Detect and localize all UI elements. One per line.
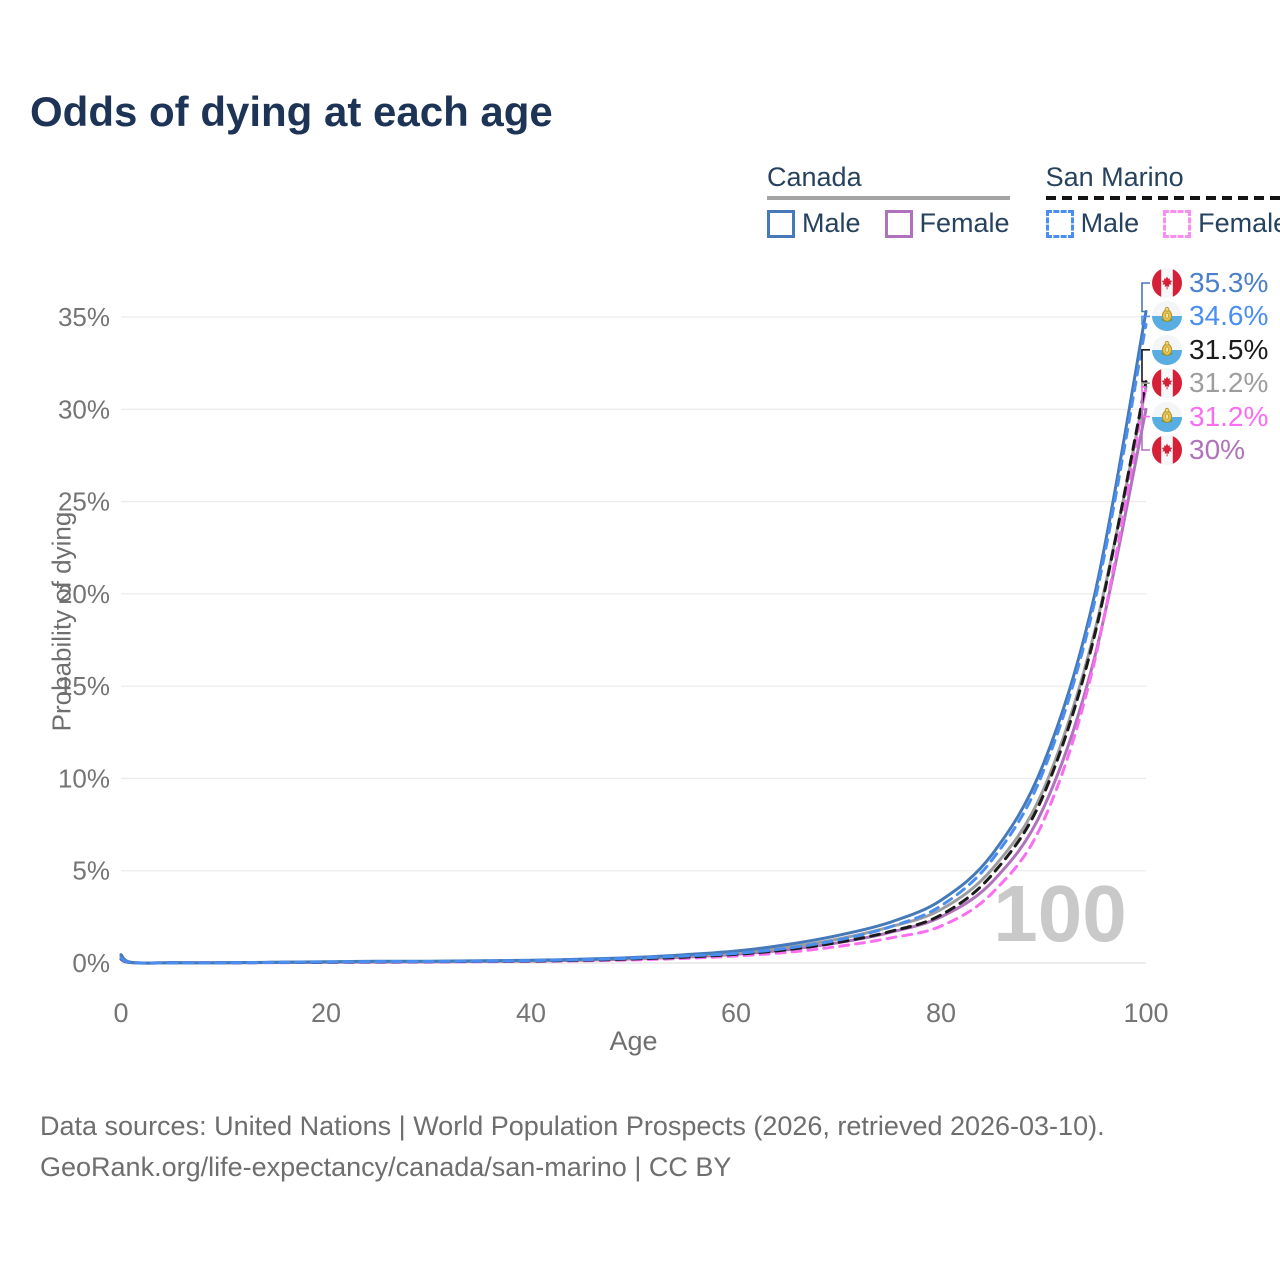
end-label-value: 34.6% xyxy=(1189,300,1269,332)
line-san-marino-female[interactable] xyxy=(119,385,1148,965)
y-tick-label: 10% xyxy=(58,763,110,793)
san-marino-male-swatch-icon xyxy=(1045,209,1074,238)
end-label-san-marino-male: 34.6% xyxy=(1152,300,1268,332)
y-tick-label: 25% xyxy=(58,487,110,517)
series-lines xyxy=(119,310,1148,965)
line-canada-total[interactable] xyxy=(119,385,1148,965)
x-tick-label: 0 xyxy=(113,998,128,1028)
legend-item-canada-female[interactable]: Female xyxy=(884,208,1010,239)
end-label-san-marino-total: 31.5% xyxy=(1152,334,1268,366)
legend: Canada Male Female San Marino Male xyxy=(767,163,1280,239)
legend-group-san-marino: San Marino Male Female xyxy=(1045,162,1280,239)
x-tick-label: 20 xyxy=(311,998,341,1028)
end-label-value: 30% xyxy=(1189,434,1246,465)
x-tick-label: 40 xyxy=(516,998,546,1028)
y-tick-label: 30% xyxy=(58,394,110,424)
end-label-value: 31.2% xyxy=(1189,367,1269,399)
legend-group-canada: Canada Male Female xyxy=(767,163,1010,239)
line-san-marino-total[interactable] xyxy=(119,380,1148,965)
leader-canada-female xyxy=(1141,408,1150,451)
canada-flag-icon xyxy=(1152,435,1182,465)
legend-item-label: Female xyxy=(1198,208,1280,238)
footer-sources: Data sources: United Nations | World Pop… xyxy=(40,1111,1105,1141)
y-axis-title: Probability of dying xyxy=(46,511,77,732)
canada-flag-icon xyxy=(1152,268,1182,298)
x-tick-label: 80 xyxy=(926,998,956,1028)
leader-canada-male xyxy=(1141,282,1150,313)
legend-heading-canada-label: Canada xyxy=(767,162,862,192)
legend-item-label: Male xyxy=(802,208,861,238)
legend-heading-san-marino: San Marino xyxy=(1045,162,1280,200)
legend-item-label: Female xyxy=(919,208,1010,238)
end-label-value: 31.2% xyxy=(1189,400,1269,432)
line-san-marino-male[interactable] xyxy=(119,322,1148,965)
y-tick-label: 20% xyxy=(58,579,110,609)
legend-heading-san-marino-label: San Marino xyxy=(1045,162,1184,192)
san-marino-flag-icon xyxy=(1152,401,1182,432)
end-label-canada-female: 30% xyxy=(1152,434,1245,466)
x-tick-label: 100 xyxy=(1123,998,1168,1028)
leader-lines xyxy=(1141,282,1150,451)
leader-san-marino-total xyxy=(1141,349,1150,383)
canada-underline xyxy=(767,196,1010,200)
axis-ticks: 0% 5% 10% 15% 20% 25% 30% 35% 0 20 40 60 80 100 xyxy=(58,302,1169,1028)
end-label-san-marino-female: 31.2% xyxy=(1152,401,1268,433)
san-marino-flag-icon xyxy=(1152,301,1182,332)
legend-item-san-marino-male[interactable]: Male xyxy=(1045,208,1140,239)
san-marino-underline xyxy=(1045,196,1280,200)
y-tick-label: 0% xyxy=(72,948,110,978)
canada-flag-icon xyxy=(1152,368,1182,399)
end-label-value: 31.5% xyxy=(1189,333,1269,365)
legend-heading-canada: Canada xyxy=(767,163,1010,200)
end-label-value: 35.3% xyxy=(1189,267,1269,298)
canada-female-swatch-icon xyxy=(884,209,913,238)
leader-san-marino-female xyxy=(1141,386,1150,418)
y-tick-label: 35% xyxy=(58,302,110,332)
footer: Data sources: United Nations | World Pop… xyxy=(40,1106,1105,1188)
x-tick-label: 60 xyxy=(721,998,751,1028)
current-age-watermark: 100 xyxy=(993,869,1126,958)
x-axis-title: Age xyxy=(609,1026,658,1056)
san-marino-flag-icon xyxy=(1152,334,1182,365)
footer-link: GeoRank.org/life-expectancy/canada/san-m… xyxy=(40,1152,732,1182)
end-label-canada-total: 31.2% xyxy=(1152,367,1268,399)
leader-san-marino-male xyxy=(1141,315,1150,326)
legend-item-san-marino-female[interactable]: Female xyxy=(1163,208,1280,239)
end-label-canada-male: 35.3% xyxy=(1152,267,1268,299)
gridlines xyxy=(121,316,1146,964)
san-marino-female-swatch-icon xyxy=(1163,209,1192,238)
canada-male-swatch-icon xyxy=(767,209,795,238)
legend-item-canada-male[interactable]: Male xyxy=(767,208,861,239)
y-tick-label: 5% xyxy=(72,856,110,886)
y-tick-label: 15% xyxy=(58,671,110,701)
legend-item-label: Male xyxy=(1080,208,1140,238)
page-title: Odds of dying at each age xyxy=(30,88,553,135)
